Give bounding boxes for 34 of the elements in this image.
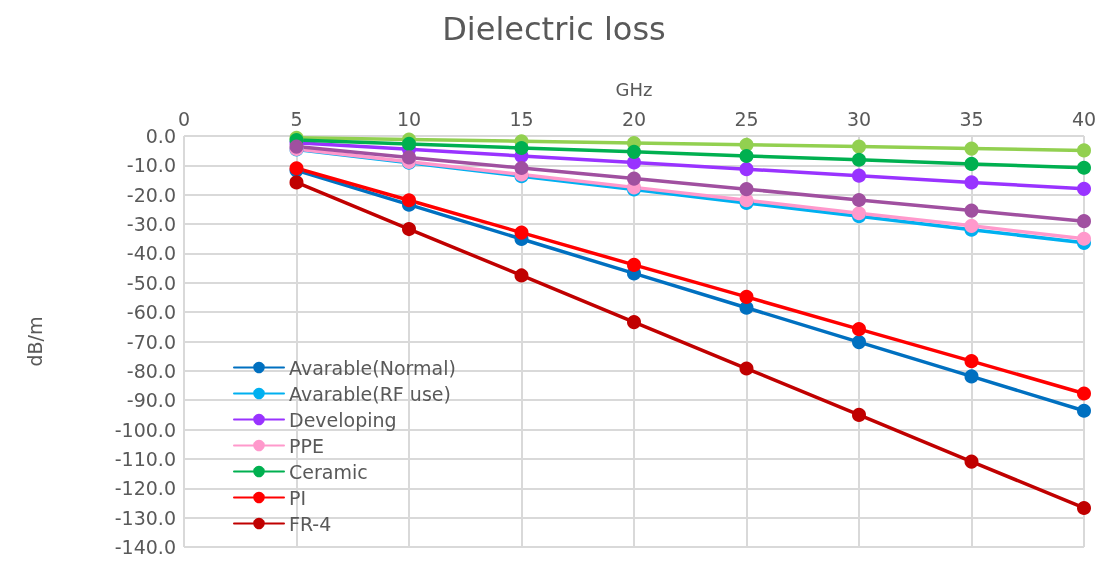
y-tick-label: -130.0: [114, 506, 176, 529]
y-tick-label: -70.0: [126, 330, 176, 353]
x-tick-label: 10: [396, 107, 422, 130]
legend-label: Avarable(Normal): [289, 356, 456, 379]
legend-label: Developing: [289, 408, 397, 431]
x-tick-label: 15: [509, 107, 534, 130]
legend-label: PI: [289, 486, 307, 509]
y-tick-label: -20.0: [126, 183, 176, 206]
y-tick-label: -120.0: [114, 477, 176, 500]
x-tick-label: 40: [1071, 107, 1097, 130]
y-axis-title: dB/m: [23, 316, 46, 367]
x-axis-title: GHz: [615, 78, 653, 100]
legend-label: FR-4: [289, 512, 332, 535]
chart-title: Dielectric loss: [442, 10, 666, 48]
y-tick-label: -30.0: [126, 213, 176, 236]
y-tick-label: -60.0: [126, 301, 176, 324]
y-tick-label: -40.0: [126, 242, 176, 265]
legend-label: Avarable(RF use): [289, 382, 451, 405]
x-tick-label: 0: [177, 107, 191, 130]
x-tick-label: 35: [959, 107, 984, 130]
y-tick-label: -80.0: [126, 359, 176, 382]
x-tick-label: 5: [290, 107, 303, 130]
y-tick-label: -10.0: [126, 154, 176, 177]
y-tick-label: -140.0: [114, 536, 176, 558]
legend-label: Ceramic: [289, 460, 368, 483]
legend-label: PPE: [289, 434, 324, 457]
x-tick-label: 25: [734, 107, 759, 130]
x-tick-label: 20: [621, 107, 647, 130]
y-tick-label: -50.0: [126, 271, 176, 294]
y-tick-label: -90.0: [126, 389, 176, 412]
y-tick-label: -100.0: [114, 418, 176, 441]
y-tick-label: -110.0: [114, 447, 176, 470]
y-tick-label: 0.0: [145, 125, 176, 147]
x-tick-label: 30: [846, 107, 872, 130]
